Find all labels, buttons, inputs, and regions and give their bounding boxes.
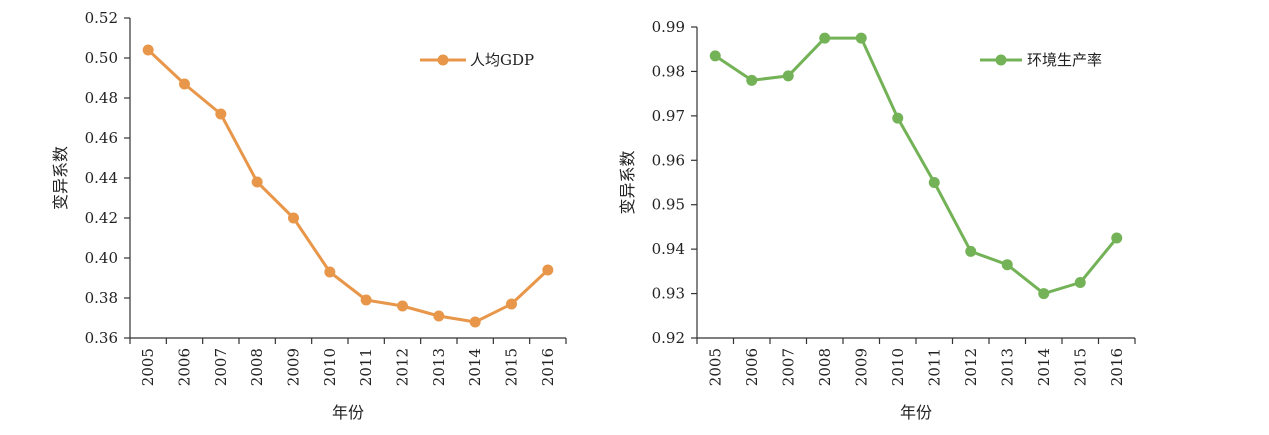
y-tick-label: 0.98 [652, 62, 685, 80]
x-tick-label: 2005 [706, 348, 724, 386]
legend: 环境生产率 [980, 51, 1102, 69]
y-tick-label: 0.52 [85, 9, 118, 27]
x-tick-label: 2005 [139, 348, 157, 386]
y-tick-label: 0.97 [652, 107, 685, 125]
data-point [855, 32, 867, 44]
y-tick-label: 0.42 [85, 209, 118, 227]
y-tick-label: 0.44 [85, 169, 118, 187]
x-tick-label: 2013 [430, 348, 448, 386]
data-point [506, 298, 517, 310]
x-tick-label: 2013 [998, 348, 1016, 386]
y-axis-title: 变异系数 [51, 146, 70, 210]
legend: 人均GDP [420, 51, 534, 69]
y-tick-label: 0.46 [85, 129, 118, 147]
data-point [251, 176, 263, 188]
data-point [179, 78, 190, 90]
data-point [360, 294, 372, 306]
data-point [215, 108, 227, 120]
legend-marker [995, 54, 1007, 66]
x-tick-label: 2006 [743, 348, 761, 386]
data-point [965, 245, 977, 257]
series-line [713, 36, 1119, 296]
y-tick-label: 0.92 [652, 329, 685, 347]
legend-label: 人均GDP [470, 51, 534, 69]
data-point [1038, 288, 1050, 300]
x-tick-label: 2016 [1108, 348, 1126, 386]
x-tick-label: 2015 [1071, 348, 1089, 386]
x-axis-title: 年份 [900, 403, 932, 422]
y-tick-label: 0.48 [85, 89, 118, 107]
legend-label: 环境生产率 [1027, 51, 1102, 69]
x-axis-title: 年份 [332, 403, 364, 422]
series-line [146, 48, 550, 324]
x-tick-label: 2007 [779, 348, 797, 386]
y-tick-label: 0.36 [85, 329, 118, 347]
x-tick-label: 2008 [248, 348, 266, 386]
y-tick-label: 0.50 [85, 49, 118, 67]
x-tick-label: 2014 [466, 348, 484, 386]
legend-marker [437, 54, 449, 66]
y-tick-label: 0.38 [85, 289, 118, 307]
data-point [324, 266, 336, 278]
x-tick-label: 2014 [1035, 348, 1053, 386]
data-point [142, 44, 154, 56]
data-point [469, 316, 481, 328]
data-point [288, 212, 299, 224]
data-point [892, 112, 904, 124]
data-point [709, 50, 721, 62]
y-tick-label: 0.99 [652, 18, 685, 36]
y-tick-label: 0.96 [652, 151, 685, 169]
data-point [746, 74, 758, 86]
data-point [1001, 259, 1013, 271]
y-axis-title: 变异系数 [618, 150, 637, 214]
data-point [397, 300, 408, 312]
data-point [782, 70, 794, 82]
data-point [1111, 232, 1123, 244]
x-tick-label: 2015 [503, 348, 521, 386]
x-tick-label: 2008 [816, 348, 834, 386]
y-tick-label: 0.94 [652, 240, 685, 258]
x-tick-label: 2009 [285, 348, 303, 386]
y-tick-label: 0.40 [85, 249, 118, 267]
x-tick-label: 2012 [962, 348, 980, 386]
x-tick-label: 2012 [394, 348, 412, 386]
x-tick-label: 2011 [925, 348, 943, 386]
y-tick-label: 0.93 [652, 285, 685, 303]
data-point [819, 32, 831, 44]
x-tick-label: 2010 [321, 348, 339, 386]
y-tick-label: 0.95 [652, 196, 685, 214]
data-point [928, 177, 940, 188]
data-point [542, 264, 554, 276]
x-tick-label: 2006 [176, 348, 194, 386]
x-tick-label: 2007 [212, 348, 230, 386]
x-tick-label: 2009 [852, 348, 870, 386]
chart-2: 0.92 0.93 0.94 0.95 0.96 0.97 0.98 0.99 2005 2006… [618, 18, 1136, 422]
data-point [1074, 276, 1086, 288]
data-point [433, 310, 445, 322]
x-tick-label: 2011 [357, 348, 375, 386]
chart-1: 0.36 0.38 0.40 0.42 0.44 0.46 0.48 0.50 0.52 2005… [51, 9, 567, 422]
x-tick-label: 2010 [889, 348, 907, 386]
x-tick-label: 2016 [539, 348, 557, 386]
